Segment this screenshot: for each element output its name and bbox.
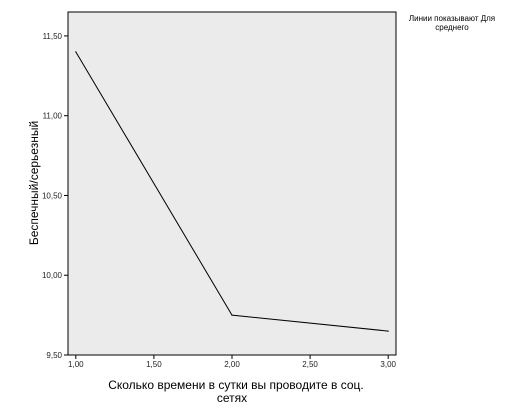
series-layer xyxy=(75,51,389,332)
y-tick-label: 11,00 xyxy=(43,112,63,121)
y-tick-label: 10,50 xyxy=(42,191,63,200)
data-point xyxy=(231,314,233,316)
x-tick-label: 1,50 xyxy=(146,360,162,369)
plot-area xyxy=(67,11,397,356)
x-axis-title-line-1: Сколько времени в сутки вы проводите в с… xyxy=(108,378,364,392)
x-tick-label: 3,00 xyxy=(380,360,396,369)
legend-title-line-2: среднего xyxy=(435,23,469,32)
data-point xyxy=(387,330,389,332)
x-tick-label: 2,00 xyxy=(224,360,240,369)
legend-title-line-1: Линии показывают Для xyxy=(409,14,495,23)
x-tick-label: 1,00 xyxy=(68,360,84,369)
y-axis: 9,50 10,00 10,50 11,00 11,50 xyxy=(42,32,68,360)
y-tick-label: 11,50 xyxy=(43,32,63,41)
y-tick-label: 10,00 xyxy=(42,271,63,280)
y-axis-title: Беспечный/серьезный xyxy=(27,121,41,245)
x-axis-title-line-2: сетях xyxy=(217,391,247,405)
x-tick-label: 2,50 xyxy=(302,360,318,369)
y-tick-label: 9,50 xyxy=(46,351,62,360)
data-point xyxy=(75,51,77,53)
x-axis: 1,00 1,50 2,00 2,50 3,00 xyxy=(68,355,397,369)
